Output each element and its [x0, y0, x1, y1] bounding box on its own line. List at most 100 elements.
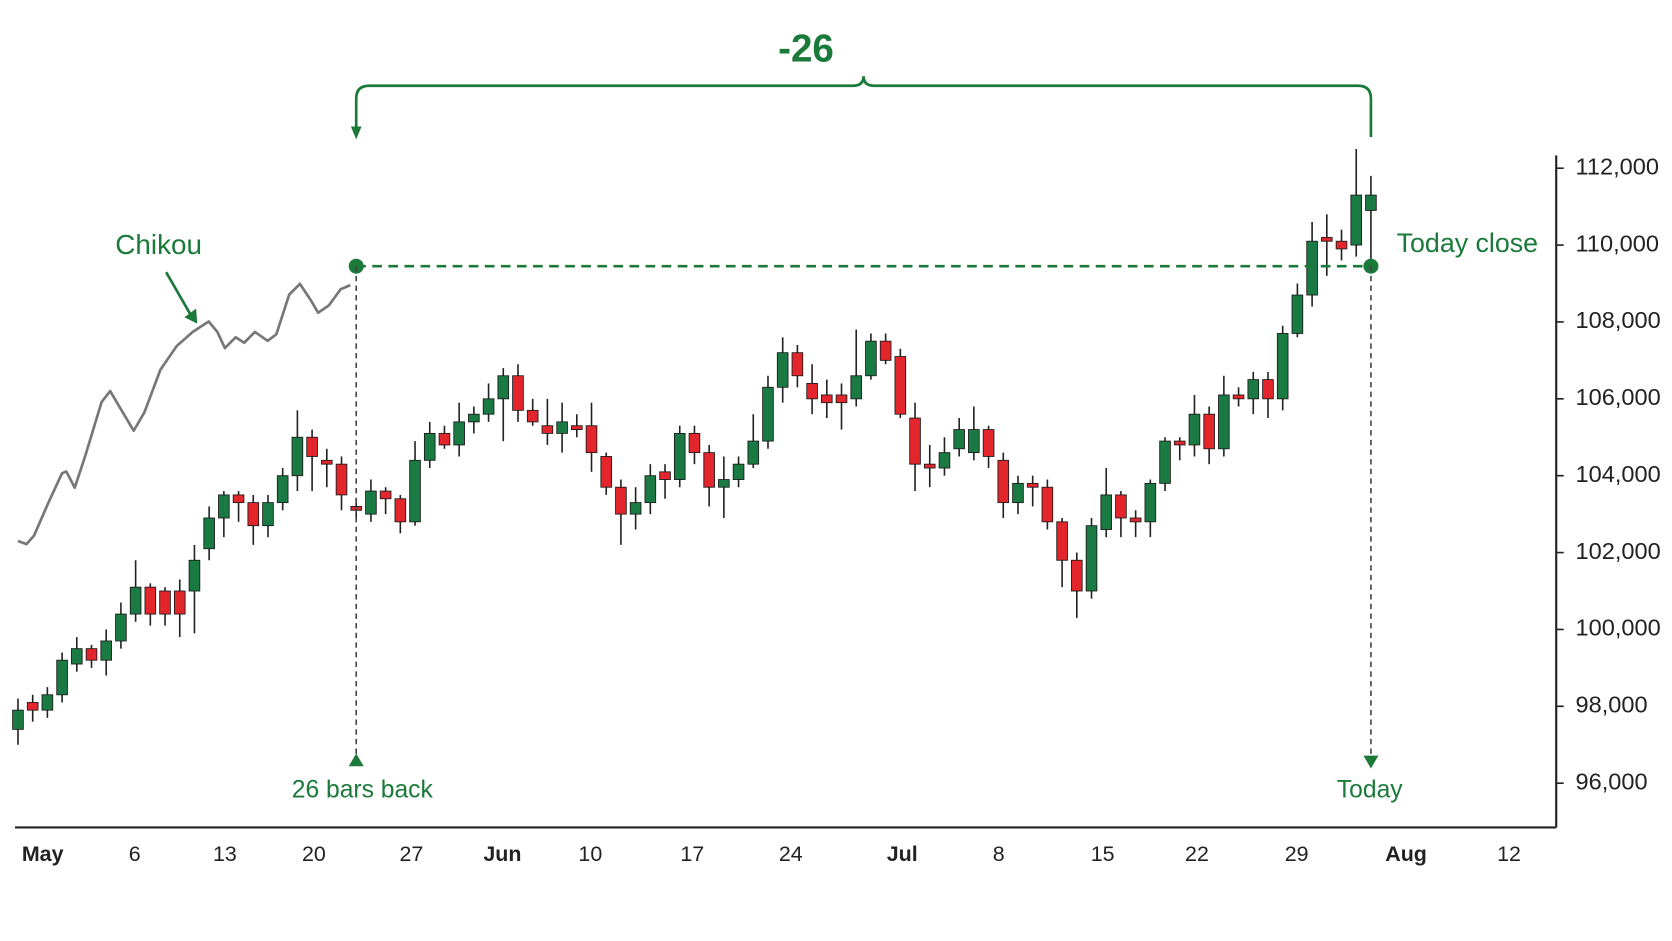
candle-body [968, 429, 980, 454]
today-close-label: Today close [1397, 228, 1538, 258]
candle-body [865, 340, 877, 377]
level-dot [1363, 258, 1379, 274]
candle-body [835, 394, 848, 404]
candle-body [997, 459, 1010, 504]
candle-body [629, 502, 642, 515]
candle-body [1262, 379, 1274, 400]
y-tick-label: 102,000 [1576, 538, 1661, 564]
candle-body [1129, 517, 1142, 523]
bracket-arrowhead [350, 126, 362, 140]
candle-body [718, 479, 730, 488]
candle-body [644, 475, 657, 504]
candle-body [409, 459, 421, 523]
candle-body [762, 386, 774, 442]
bars-back-arrowhead [348, 753, 364, 767]
candle-body [1115, 494, 1127, 519]
candle-body [1335, 240, 1348, 250]
candle-body [806, 383, 818, 400]
candle-body [129, 586, 142, 615]
candle-body [85, 648, 98, 661]
candle-body [659, 471, 671, 480]
candle-body [1041, 486, 1054, 523]
shift-label: -26 [778, 28, 834, 71]
y-tick-label: 96,000 [1576, 768, 1648, 794]
shift-bracket [354, 76, 1373, 138]
candle-body [1026, 482, 1039, 488]
candle-body [982, 429, 995, 457]
candle-body [321, 459, 333, 465]
chikou-line [17, 282, 351, 546]
candle-body [703, 452, 715, 488]
candle-body [1085, 525, 1098, 592]
candle-body [1012, 482, 1024, 504]
candle-body [776, 352, 789, 388]
candle-body [232, 494, 245, 504]
chikou-arrow [164, 271, 192, 316]
candle-body [159, 590, 171, 615]
candle-body [1350, 194, 1363, 246]
candle-body [438, 432, 451, 446]
candle-body [526, 409, 539, 423]
x-tick-label: 6 [129, 842, 141, 866]
candle-body [1159, 440, 1171, 484]
candle-body [100, 640, 113, 661]
candle-body [291, 436, 304, 477]
candle-body [262, 502, 274, 527]
candle-body [482, 398, 495, 415]
candle-body [615, 486, 627, 515]
candle-body [512, 375, 524, 411]
x-tick-label: Jul [887, 842, 918, 866]
candle-body [953, 429, 965, 450]
candle-body [821, 394, 833, 404]
candle-body [791, 352, 804, 377]
x-tick-label: 27 [399, 842, 423, 866]
chikou-arrowhead [184, 308, 198, 324]
today-label: Today [1337, 776, 1403, 803]
candle-body [12, 709, 24, 730]
candle-body [1321, 236, 1333, 242]
x-tick-label: Aug [1385, 842, 1427, 866]
y-tick-label: 112,000 [1576, 153, 1659, 179]
y-tick-label: 108,000 [1576, 307, 1661, 333]
candle-body [453, 421, 465, 446]
x-tick-label: 17 [680, 842, 704, 866]
x-tick-label: Jun [483, 842, 521, 866]
today-arrowhead [1363, 755, 1379, 769]
x-tick-label: 15 [1091, 842, 1115, 866]
y-tick-label: 98,000 [1576, 692, 1648, 718]
candle-body [1100, 494, 1113, 530]
candle-body [1071, 559, 1083, 592]
bars-back-label: 26 bars back [292, 776, 434, 803]
candle-body [879, 340, 892, 361]
candle-body [747, 440, 760, 465]
chikou-label: Chikou [115, 229, 202, 260]
candle-body [850, 375, 863, 400]
candle-body [56, 659, 68, 696]
candle-body [365, 490, 377, 515]
candle-body [938, 452, 951, 469]
candle-body [468, 413, 480, 423]
candle-body [115, 613, 127, 642]
candle-body [923, 463, 936, 469]
candle-body [306, 436, 318, 457]
candle-body [1218, 394, 1230, 450]
candle-body [394, 498, 407, 523]
y-tick-label: 106,000 [1576, 384, 1661, 410]
candle-body [1365, 194, 1377, 211]
candle-body [688, 432, 701, 454]
candle-body [26, 702, 39, 711]
candle-body [1276, 333, 1289, 400]
candle-body [1232, 394, 1245, 400]
candle-body [556, 421, 568, 434]
candle-body [1173, 440, 1186, 446]
y-tick-label: 100,000 [1576, 615, 1661, 641]
candle-body [571, 425, 583, 430]
x-tick-label: 12 [1497, 842, 1521, 866]
candle-body [1203, 413, 1215, 450]
x-tick-label: 10 [578, 842, 602, 866]
x-tick-label: 13 [213, 842, 237, 866]
candle-body [909, 417, 921, 465]
candle-body [218, 494, 230, 519]
